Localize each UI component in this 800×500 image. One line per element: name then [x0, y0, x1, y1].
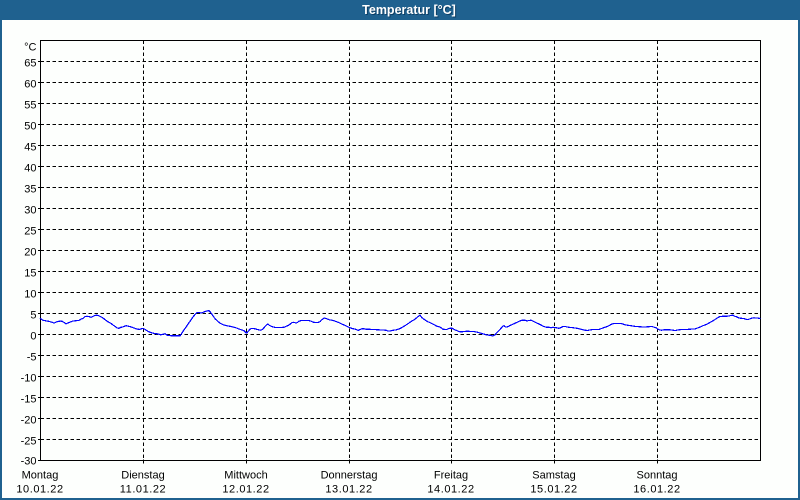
svg-text:Montag: Montag — [22, 470, 59, 482]
svg-text:35: 35 — [24, 184, 36, 196]
svg-text:-30: -30 — [21, 456, 37, 468]
svg-text:5: 5 — [30, 310, 36, 322]
svg-text:45: 45 — [24, 142, 36, 154]
svg-text:13.01.22: 13.01.22 — [325, 484, 372, 496]
svg-text:Donnerstag: Donnerstag — [321, 470, 378, 482]
svg-text:20: 20 — [24, 247, 36, 259]
svg-text:-25: -25 — [21, 436, 37, 448]
svg-text:16.01.22: 16.01.22 — [633, 484, 680, 496]
svg-text:12.01.22: 12.01.22 — [222, 484, 269, 496]
svg-text:Dienstag: Dienstag — [121, 470, 164, 482]
svg-text:15: 15 — [24, 268, 36, 280]
svg-text:Sonntag: Sonntag — [637, 470, 678, 482]
svg-text:Mittwoch: Mittwoch — [224, 470, 267, 482]
svg-text:55: 55 — [24, 100, 36, 112]
svg-text:65: 65 — [24, 58, 36, 70]
svg-text:-5: -5 — [27, 352, 37, 364]
svg-text:30: 30 — [24, 205, 36, 217]
svg-text:14.01.22: 14.01.22 — [427, 484, 474, 496]
svg-text:40: 40 — [24, 163, 36, 175]
svg-text:-15: -15 — [21, 394, 37, 406]
svg-text:Samstag: Samstag — [532, 470, 575, 482]
svg-text:-20: -20 — [21, 415, 37, 427]
svg-text:15.01.22: 15.01.22 — [530, 484, 577, 496]
svg-text:°C: °C — [24, 42, 36, 54]
svg-text:25: 25 — [24, 226, 36, 238]
svg-text:0: 0 — [30, 331, 36, 343]
svg-text:50: 50 — [24, 121, 36, 133]
svg-text:10: 10 — [24, 289, 36, 301]
svg-text:10.01.22: 10.01.22 — [16, 484, 63, 496]
svg-text:60: 60 — [24, 79, 36, 91]
svg-text:11.01.22: 11.01.22 — [120, 484, 166, 496]
svg-text:Freitag: Freitag — [434, 470, 468, 482]
svg-text:-10: -10 — [21, 373, 37, 385]
